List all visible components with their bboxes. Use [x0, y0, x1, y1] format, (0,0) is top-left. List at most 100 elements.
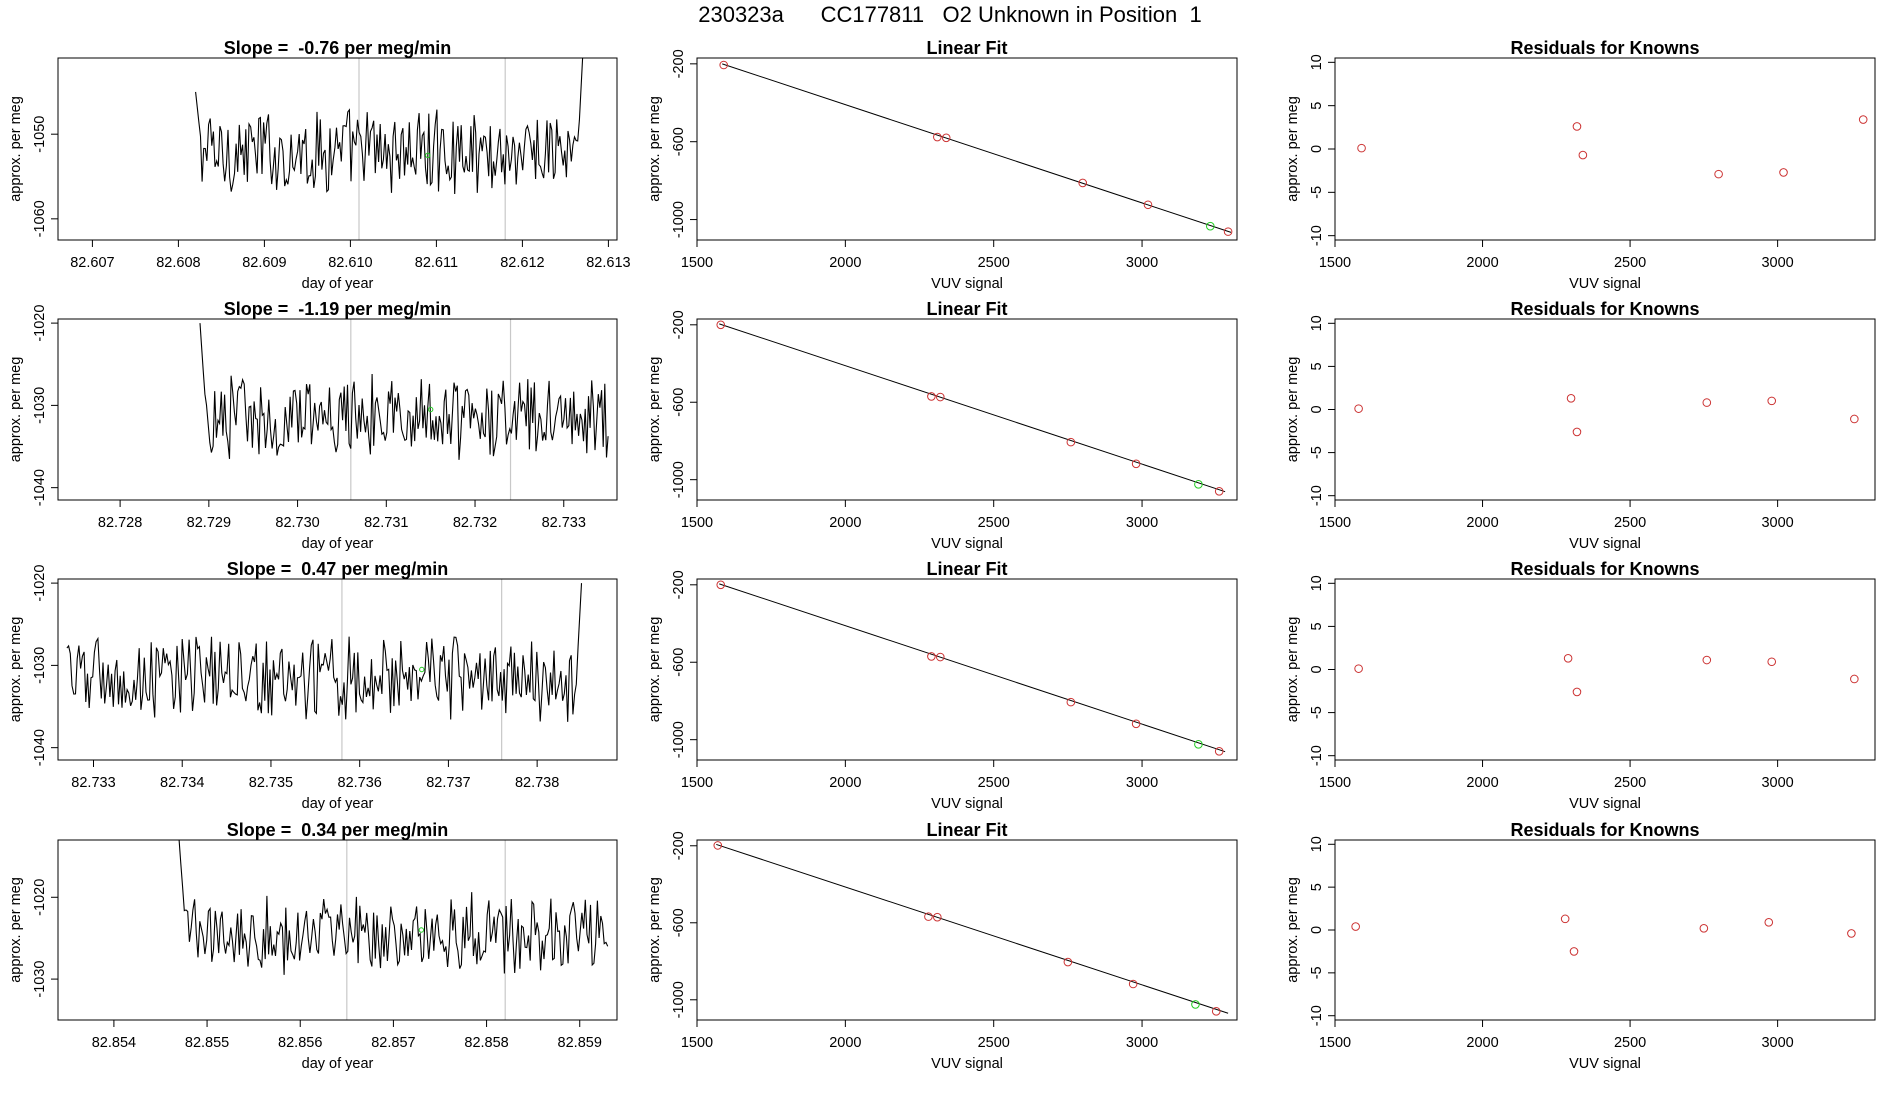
- time-series-line: [66, 583, 583, 722]
- x-tick-label: 2500: [978, 1035, 1010, 1051]
- slope-value: 0.34: [296, 820, 336, 840]
- run-id: 230323a: [698, 2, 784, 27]
- known-point: [933, 912, 942, 922]
- x-tick-label: 1500: [1319, 775, 1351, 791]
- known-point: [935, 392, 945, 402]
- y-axis-label: approx. per meg: [8, 617, 24, 723]
- known-point: [1131, 459, 1141, 469]
- y-tick-label: -600: [671, 648, 687, 677]
- x-tick-label: 3000: [1126, 515, 1158, 531]
- unknown-marker: [419, 666, 425, 673]
- x-axis-label: VUV signal: [1569, 1056, 1641, 1072]
- residual-point: [1702, 398, 1712, 407]
- known-point: [1066, 697, 1076, 707]
- plot-frame: [57, 57, 618, 241]
- chart-title: Linear Fit: [926, 820, 1007, 840]
- x-tick-label: 3000: [1761, 515, 1793, 531]
- y-tick-label: -1030: [32, 387, 48, 424]
- y-tick-label: 0: [1309, 926, 1325, 934]
- x-tick-label: 1500: [681, 775, 713, 791]
- known-point: [1063, 957, 1073, 967]
- residual-point: [1578, 150, 1588, 160]
- chart-title: Linear Fit: [926, 559, 1007, 579]
- x-tick-label: 2500: [1614, 775, 1646, 791]
- chart-panel-r0-c0: Slope = -0.76 per meg/min day of year appr…: [8, 38, 631, 292]
- x-tick-label: 1500: [681, 515, 713, 531]
- time-series-line: [178, 840, 609, 975]
- plot-frame: [57, 839, 618, 1021]
- residual-point: [1354, 664, 1363, 673]
- y-tick-label: -1000: [671, 201, 687, 238]
- x-axis-label: VUV signal: [1569, 276, 1641, 292]
- y-tick-label: 0: [1309, 405, 1325, 413]
- y-tick-label: 5: [1309, 622, 1325, 630]
- x-tick-label: 82.610: [328, 255, 372, 271]
- plot-area: [716, 320, 1226, 496]
- slope-value: -1.19: [293, 299, 339, 319]
- plot-frame: [1334, 318, 1876, 501]
- residual-point: [1569, 947, 1579, 956]
- x-tick-label: 2000: [1466, 775, 1498, 791]
- residual-point: [1714, 169, 1723, 179]
- fit-line: [716, 843, 1229, 1014]
- x-tick-label: 1500: [1319, 1035, 1351, 1051]
- x-tick-label: 2000: [829, 255, 861, 271]
- chart-title: Residuals for Knowns: [1510, 299, 1699, 319]
- chart-panel-r3-c2: Residuals for Knowns VUV signal approx. pe…: [1285, 820, 1876, 1072]
- chart-panel-r1-c0: Slope = -1.19 per meg/min day of year appr…: [8, 299, 618, 552]
- y-tick-label: -200: [671, 570, 687, 599]
- y-tick-label: -10: [1309, 225, 1325, 246]
- residual-point: [1354, 404, 1363, 413]
- y-tick-label: 0: [1309, 665, 1325, 673]
- y-tick-label: 10: [1309, 575, 1325, 591]
- unknown-point: [1205, 221, 1215, 231]
- chart-title: Linear Fit: [926, 38, 1007, 58]
- plot-area: [716, 580, 1226, 756]
- cylinder-id: CC177811: [820, 2, 925, 27]
- x-tick-label: 82.734: [160, 775, 204, 791]
- x-tick-label: 3000: [1761, 1035, 1793, 1051]
- y-tick-label: -200: [671, 49, 687, 78]
- residual-point: [1560, 914, 1570, 924]
- x-tick-label: 2000: [1466, 1035, 1498, 1051]
- x-tick-label: 82.855: [185, 1035, 229, 1051]
- x-tick-label: 82.612: [500, 255, 544, 271]
- chart-panel-r1-c1: Linear Fit VUV signal approx. per meg 1500 2…: [647, 299, 1238, 552]
- plot-area: [199, 319, 609, 500]
- plot-area: [66, 579, 583, 760]
- x-tick-label: 82.859: [558, 1035, 602, 1051]
- residual-point: [1351, 922, 1360, 931]
- x-tick-label: 82.738: [515, 775, 559, 791]
- residual-point: [1566, 393, 1576, 403]
- sample-description: O2 Unknown in Position 1: [942, 2, 1202, 27]
- time-series-line: [195, 58, 584, 195]
- x-tick-label: 1500: [681, 1035, 713, 1051]
- y-axis-label: approx. per meg: [647, 96, 663, 202]
- x-tick-label: 2000: [1466, 255, 1498, 271]
- x-axis-label: VUV signal: [931, 1056, 1003, 1072]
- plot-frame: [696, 318, 1238, 501]
- x-tick-label: 82.613: [586, 255, 630, 271]
- slope-value: 0.47: [296, 559, 336, 579]
- x-axis-label: day of year: [302, 276, 374, 292]
- plot-frame: [696, 839, 1238, 1021]
- y-tick-label: -10: [1309, 1005, 1325, 1026]
- x-axis-label: VUV signal: [1569, 536, 1641, 552]
- chart-title: Slope = -0.76 per meg/min: [224, 38, 452, 58]
- known-point: [927, 652, 936, 661]
- x-tick-label: 2500: [1614, 255, 1646, 271]
- x-tick-label: 3000: [1126, 255, 1158, 271]
- y-axis-label: approx. per meg: [647, 877, 663, 983]
- y-axis-label: approx. per meg: [1285, 357, 1301, 463]
- residual-point: [1699, 923, 1709, 933]
- residual-point: [1572, 427, 1582, 437]
- x-tick-label: 82.736: [338, 775, 382, 791]
- y-tick-label: 5: [1309, 362, 1325, 370]
- y-axis-label: approx. per meg: [8, 357, 24, 463]
- x-tick-label: 82.733: [542, 515, 586, 531]
- chart-panel-r2-c0: Slope = 0.47 per meg/min day of year appro…: [8, 559, 618, 812]
- chart-panel-r1-c2: Residuals for Knowns VUV signal approx. pe…: [1285, 299, 1876, 552]
- y-tick-label: 10: [1309, 836, 1325, 852]
- residual-point: [1702, 655, 1712, 665]
